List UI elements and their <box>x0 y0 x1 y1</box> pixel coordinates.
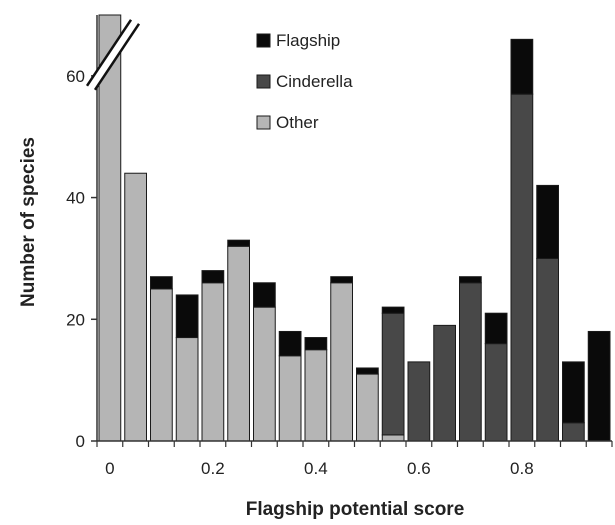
bar-cinderella-0.9 <box>562 422 585 442</box>
x-tick-label: 0.8 <box>510 459 534 478</box>
bar-cinderella-0.75 <box>484 343 508 442</box>
axis-break-slash <box>93 23 141 91</box>
y-tick-label: 20 <box>66 310 85 329</box>
y-tick-label: 40 <box>66 189 85 208</box>
bar-flagship-0.5 <box>356 367 379 375</box>
x-tick-label: 0.6 <box>407 459 431 478</box>
bar-flagship-0.35 <box>278 330 302 357</box>
y-tick-label: 60 <box>66 67 85 86</box>
bar-flagship-0.15 <box>175 294 199 339</box>
legend-swatch-flagship <box>256 33 271 48</box>
bar-flagship-0.75 <box>484 312 508 345</box>
bar-cinderella-0.55 <box>381 312 405 436</box>
axis-break-slash <box>85 19 133 87</box>
y-axis-ticks: 0 20 40 60 <box>66 67 97 451</box>
bar-flagship-0.4 <box>304 337 328 351</box>
bar-other-0.55 <box>381 434 405 442</box>
bar-other-0.25 <box>227 245 250 442</box>
bar-other-0.1 <box>150 288 173 442</box>
legend-label-other: Other <box>276 113 319 132</box>
x-axis-title: Flagship potential score <box>246 499 465 520</box>
bar-cinderella-0.85 <box>536 257 559 442</box>
bar-other-0.15 <box>175 337 199 442</box>
bar-cinderella-0.6 <box>407 361 431 442</box>
bar-other-0.5 <box>356 373 379 442</box>
x-tick-label: 0.2 <box>201 459 225 478</box>
bar-flagship-0.3 <box>253 282 276 308</box>
bars-group <box>98 14 611 442</box>
bar-cinderella-0.7 <box>459 282 482 442</box>
bar-flagship-0.8 <box>510 38 534 95</box>
bar-other-0.2 <box>201 282 225 442</box>
bar-other-0.05 <box>124 172 147 442</box>
bar-flagship-0.2 <box>201 270 225 284</box>
axis-break-gap <box>87 19 139 90</box>
bar-cinderella-0.8 <box>510 93 534 442</box>
bar-flagship-0.25 <box>227 239 250 247</box>
bar-flagship-0.85 <box>536 184 559 259</box>
bar-other-0.4 <box>304 349 328 442</box>
bar-flagship-0.55 <box>381 306 405 314</box>
legend-label-flagship: Flagship <box>276 31 340 50</box>
bar-other-0.35 <box>278 355 302 442</box>
legend-label-cinderella: Cinderella <box>276 72 353 91</box>
legend-swatch-cinderella <box>256 74 271 89</box>
x-axis-ticks: 0 0.2 0.4 0.6 0.8 <box>96 441 613 478</box>
bar-flagship-0.9 <box>562 361 585 424</box>
legend-swatch-other <box>256 115 271 130</box>
bar-flagship-0.95 <box>587 330 611 442</box>
x-tick-label: 0 <box>105 459 114 478</box>
y-axis-title: Number of species <box>18 137 39 307</box>
bar-other-0.3 <box>253 306 276 442</box>
bar-cinderella-0.65 <box>433 324 456 442</box>
bar-flagship-0.7 <box>459 276 482 284</box>
bar-other-0.45 <box>330 282 353 442</box>
x-tick-label: 0.4 <box>304 459 328 478</box>
legend: Flagship Cinderella Other <box>256 31 353 132</box>
axis-break-mark <box>85 19 141 91</box>
bar-flagship-0.45 <box>330 276 353 284</box>
y-tick-label: 0 <box>76 432 85 451</box>
bar-flagship-0.1 <box>150 276 173 290</box>
